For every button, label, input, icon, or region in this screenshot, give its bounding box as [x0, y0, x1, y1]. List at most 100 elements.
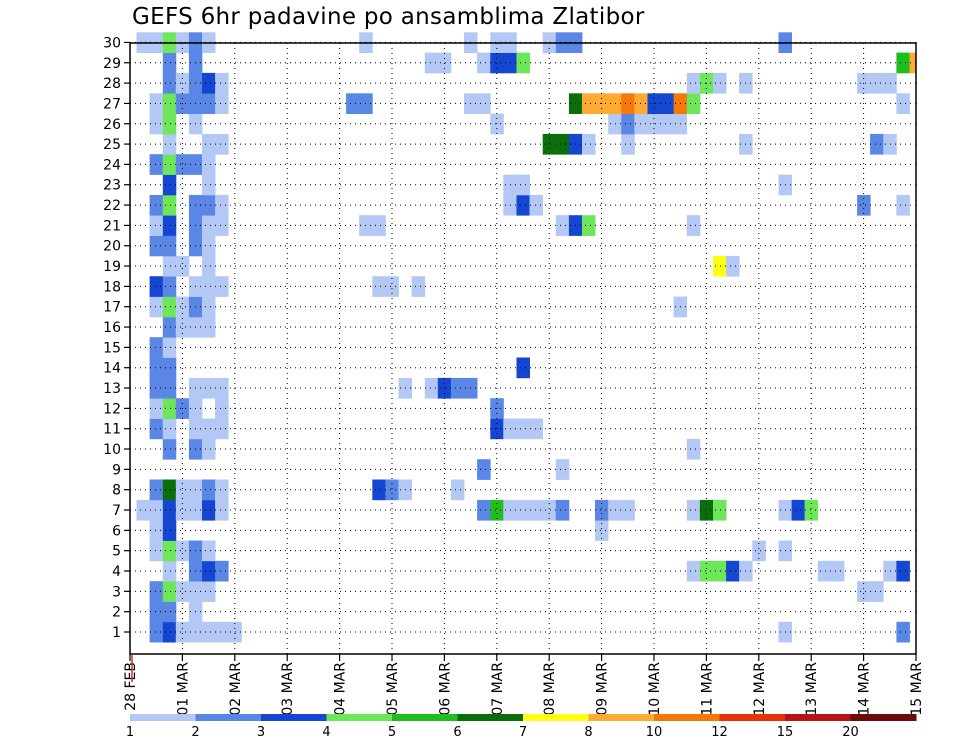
- heatmap-cell: [699, 560, 714, 582]
- heatmap-cells: [136, 32, 917, 643]
- y-tick-label: 25: [103, 137, 121, 153]
- heatmap-cell: [202, 438, 216, 460]
- heatmap-cell: [162, 377, 177, 399]
- colorbar-label: 2: [191, 725, 199, 740]
- heatmap-cell: [791, 499, 806, 521]
- colorbar-label: 8: [584, 725, 592, 740]
- heatmap-cell: [149, 418, 164, 440]
- heatmap-cell: [713, 255, 727, 277]
- heatmap-cell: [516, 194, 530, 216]
- heatmap-cell: [202, 479, 216, 501]
- heatmap-cell: [830, 560, 845, 582]
- heatmap-cell: [162, 52, 177, 74]
- heatmap-cell: [385, 276, 399, 297]
- heatmap-cell: [202, 560, 216, 582]
- heatmap-cell: [162, 601, 177, 623]
- heatmap-cell: [202, 72, 216, 94]
- x-tick-label: 05 MAR: [385, 662, 401, 716]
- heatmap-cell: [516, 357, 530, 379]
- heatmap-cell: [149, 337, 164, 358]
- heatmap-cell: [896, 621, 910, 643]
- heatmap-cell: [608, 499, 622, 521]
- x-tick-label: 03 MAR: [280, 662, 296, 716]
- x-tick-label: 10 MAR: [647, 662, 663, 716]
- heatmap-cell: [202, 215, 216, 236]
- heatmap-cell: [175, 154, 190, 175]
- heatmap-cell: [162, 235, 177, 257]
- heatmap-cell: [686, 93, 701, 114]
- heatmap-cell: [490, 52, 504, 74]
- y-tick-label: 27: [103, 96, 121, 112]
- heatmap-cell: [215, 93, 229, 114]
- heatmap-cell: [896, 52, 910, 74]
- heatmap-cell: [175, 479, 190, 501]
- x-tick-label: 09 MAR: [595, 662, 611, 716]
- heatmap-cell: [215, 276, 229, 297]
- heatmap-cell: [149, 235, 164, 257]
- heatmap-cell: [516, 499, 530, 521]
- heatmap-cell: [215, 194, 229, 216]
- heatmap-cell: [162, 154, 177, 175]
- heatmap-cell: [516, 418, 530, 440]
- heatmap-cell: [909, 52, 917, 74]
- x-tick-label: 08 MAR: [542, 662, 558, 716]
- heatmap-cell: [162, 276, 177, 297]
- heatmap-cell: [896, 194, 910, 216]
- colorbar-label: 10: [646, 725, 663, 740]
- colorbar-swatch: [850, 714, 917, 721]
- chart-title: GEFS 6hr padavine po ansamblima Zlatibor: [132, 4, 645, 30]
- heatmap-cell: [608, 113, 622, 135]
- heatmap-cell: [149, 194, 164, 216]
- heatmap-cell: [752, 540, 766, 562]
- heatmap-cell: [477, 459, 491, 480]
- heatmap-cell: [215, 377, 229, 399]
- heatmap-cell: [713, 499, 727, 521]
- y-tick-label: 16: [103, 320, 121, 336]
- heatmap-cell: [202, 255, 216, 277]
- y-tick-label: 13: [103, 381, 121, 397]
- y-tick-label: 24: [103, 157, 121, 173]
- heatmap-cell: [634, 113, 648, 135]
- x-tick-label: 11 MAR: [699, 662, 715, 716]
- heatmap-cell: [424, 52, 439, 74]
- y-tick-label: 7: [112, 503, 121, 519]
- heatmap-cell: [215, 560, 229, 582]
- y-tick-label: 20: [103, 239, 121, 255]
- colorbar: 1 2 3 4 5 6 7 8 10 12 15 20: [126, 714, 917, 740]
- x-tick-label: 01 MAR: [175, 662, 191, 716]
- heatmap-cell: [149, 601, 164, 623]
- heatmap-cell: [136, 499, 150, 521]
- heatmap-cell: [162, 499, 177, 521]
- heatmap-cell: [202, 133, 216, 155]
- heatmap-cell: [817, 560, 832, 582]
- colorbar-swatch: [523, 714, 589, 721]
- y-tick-label: 5: [112, 544, 121, 560]
- heatmap-cell: [555, 133, 570, 155]
- heatmap-cell: [529, 499, 543, 521]
- heatmap-cell: [372, 479, 386, 501]
- x-tick-label: 04 MAR: [333, 662, 349, 716]
- heatmap-cell: [149, 113, 164, 135]
- heatmap-cell: [870, 72, 884, 94]
- colorbar-swatch: [785, 714, 851, 721]
- y-tick-label: 1: [112, 625, 121, 641]
- heatmap-cell: [162, 520, 177, 541]
- heatmap-cell: [686, 560, 701, 582]
- heatmap-cell: [857, 194, 871, 216]
- y-tick-label: 19: [103, 259, 121, 275]
- heatmap-cell: [621, 133, 635, 155]
- heatmap-cell: [202, 621, 216, 643]
- heatmap-cell: [713, 560, 727, 582]
- heatmap-cell: [660, 93, 675, 114]
- heatmap-cell: [555, 499, 570, 521]
- y-tick-label: 23: [103, 178, 121, 194]
- x-tick-label: 02 MAR: [228, 662, 244, 716]
- heatmap-cell: [162, 316, 177, 338]
- y-axis: 1234567891011121314151617181920212223242…: [103, 35, 130, 641]
- heatmap-cell: [149, 276, 164, 297]
- colorbar-label: 3: [257, 725, 265, 740]
- heatmap-cell: [175, 581, 190, 602]
- heatmap-cell: [149, 398, 164, 419]
- heatmap-cell: [162, 93, 177, 114]
